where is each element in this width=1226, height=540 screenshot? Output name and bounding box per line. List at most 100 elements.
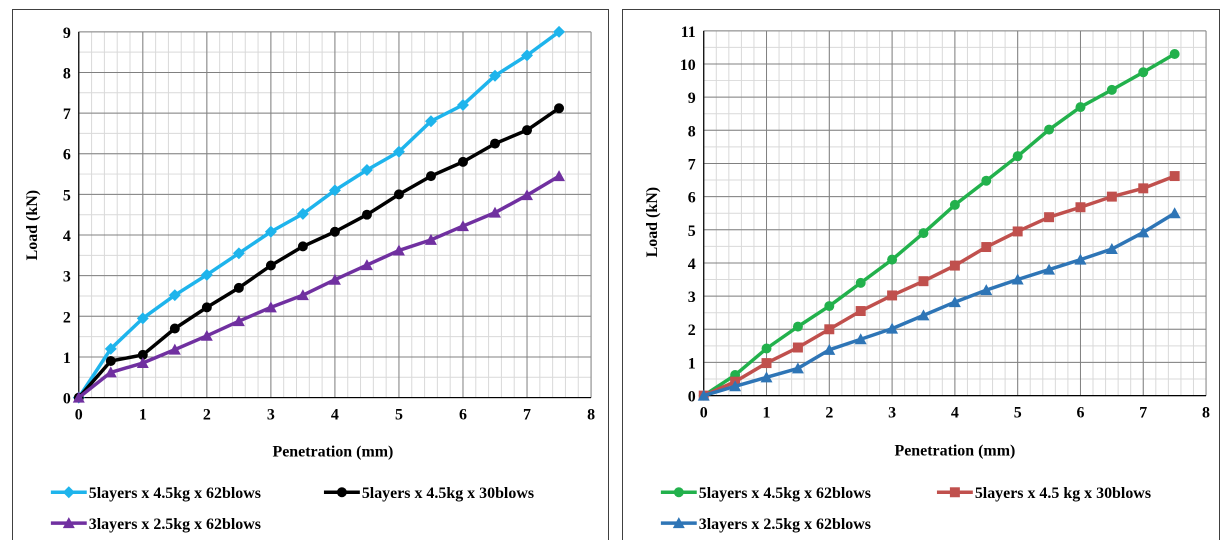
data-point (918, 228, 929, 239)
y-tick-label: 10 (680, 57, 696, 74)
y-axis-title: Load (kN) (24, 190, 41, 260)
y-tick-label: 5 (688, 223, 696, 240)
x-tick-label: 8 (1202, 405, 1210, 422)
x-tick-label: 5 (1014, 405, 1022, 422)
data-point (328, 273, 341, 285)
data-point (521, 189, 534, 201)
x-tick-label: 8 (587, 407, 595, 424)
tick-labels: 0 1 2 3 4 5 6 7 8 0 1 2 3 4 5 6 7 8 9 10 11 (680, 24, 1210, 422)
data-point (792, 321, 803, 332)
legend-marker (336, 487, 347, 498)
data-point (760, 371, 773, 383)
legend-marker (62, 486, 75, 499)
legend-label: 3layers x 2.5kg x 62blows (699, 516, 871, 533)
x-tick-label: 3 (888, 405, 896, 422)
legend-label: 5layers x 4.5kg x 62blows (699, 485, 871, 502)
tick-labels: 0 1 2 3 4 5 6 7 8 0 1 2 3 4 5 6 7 8 9 (63, 25, 595, 424)
y-tick-label: 8 (63, 65, 71, 82)
data-point (980, 284, 993, 296)
data-point (328, 184, 341, 197)
data-point (424, 115, 437, 128)
data-point (948, 296, 961, 308)
y-tick-label: 9 (688, 90, 696, 107)
y-tick-label: 4 (688, 256, 696, 273)
legend: 5layers x 4.5kg x 62blows 5layers x 4.5 k… (660, 485, 1151, 533)
series-group (72, 25, 566, 404)
data-point (949, 199, 960, 210)
x-tick-label: 2 (825, 405, 833, 422)
legend-marker (949, 487, 960, 498)
data-point (458, 156, 468, 167)
data-point (553, 170, 566, 182)
data-point (457, 220, 469, 232)
y-tick-label: 4 (63, 228, 71, 245)
data-point (887, 254, 898, 265)
series-group (697, 49, 1181, 401)
data-point (1075, 202, 1086, 213)
data-point (1169, 49, 1180, 60)
y-tick-label: 9 (63, 25, 71, 42)
data-point (1044, 124, 1055, 135)
x-tick-label: 0 (700, 405, 708, 422)
data-point (1105, 243, 1118, 255)
data-point (1138, 67, 1149, 78)
data-point (329, 226, 340, 237)
y-axis-title: Load (kN) (644, 187, 661, 257)
series-line (702, 52, 1176, 398)
legend: 5layers x 4.5kg x 62blows 5layers x 4.5kg… (50, 485, 534, 533)
data-point (1138, 183, 1149, 194)
x-tick-label: 1 (139, 407, 147, 424)
data-point (104, 366, 117, 378)
data-point (136, 312, 149, 325)
y-tick-label: 5 (63, 187, 71, 204)
y-tick-label: 2 (63, 309, 71, 326)
data-point (489, 69, 501, 82)
data-point (1011, 273, 1024, 285)
data-point (554, 103, 565, 114)
data-point (393, 189, 404, 200)
data-point (264, 225, 277, 238)
x-tick-label: 2 (203, 407, 211, 424)
x-tick-label: 4 (951, 405, 959, 422)
data-point (1044, 212, 1055, 223)
data-point (522, 125, 533, 136)
series-line (703, 174, 1176, 398)
data-point (200, 329, 213, 341)
data-point (761, 358, 772, 369)
legend-label: 3layers x 2.5kg x 62blows (89, 516, 261, 533)
chart-panel-right: 0 1 2 3 4 5 6 7 8 0 1 2 3 4 5 6 7 8 9 10 11 Penetration (mm)… (622, 9, 1220, 540)
x-tick-label: 5 (395, 407, 403, 424)
data-point (1075, 102, 1086, 113)
data-point (137, 349, 148, 360)
data-point (169, 323, 180, 334)
data-point (424, 233, 437, 245)
data-point (981, 175, 992, 186)
x-tick-label: 7 (1139, 405, 1147, 422)
x-axis-title: Penetration (mm) (273, 443, 394, 460)
x-tick-label: 3 (267, 407, 275, 424)
data-point (168, 343, 181, 355)
data-point (823, 343, 836, 355)
data-point (917, 309, 930, 321)
data-point (981, 242, 992, 253)
data-point (136, 357, 149, 369)
data-point (360, 259, 373, 271)
data-point (297, 241, 308, 252)
data-point (201, 302, 212, 313)
y-tick-label: 6 (63, 147, 71, 164)
data-point (296, 289, 309, 301)
x-tick-label: 6 (1076, 405, 1084, 422)
data-point (200, 268, 213, 281)
legend-label: 5layers x 4.5 kg x 30blows (975, 485, 1151, 502)
y-tick-label: 0 (688, 389, 696, 406)
data-point (392, 145, 405, 158)
x-axis-title: Penetration (mm) (894, 442, 1015, 459)
data-point (1043, 263, 1056, 275)
data-point (887, 290, 898, 301)
data-point (1137, 226, 1150, 238)
y-tick-label: 3 (63, 269, 71, 286)
data-point (490, 138, 500, 149)
data-point (489, 206, 501, 218)
y-tick-label: 7 (63, 106, 71, 123)
data-point (264, 301, 277, 313)
